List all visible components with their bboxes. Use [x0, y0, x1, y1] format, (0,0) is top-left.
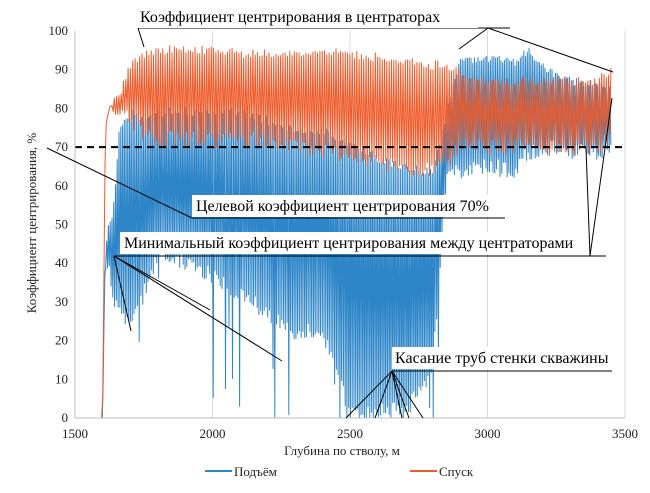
x-tick-label: 2000 [200, 426, 226, 441]
annotation-touch-leader [391, 370, 424, 419]
annotation-target: Целевой коэффициент центрирования 70% [196, 198, 489, 215]
annotation-target-bg [192, 195, 502, 217]
x-tick-label: 1500 [62, 426, 88, 441]
x-tick-label: 3000 [475, 426, 501, 441]
series-line-spusk [75, 45, 612, 419]
annotation-min-between-leader [585, 147, 591, 257]
axis-layer: 0 10 20 30 40 50 60 70 80 90 100 1500 2000 2500 3000 35… [49, 23, 639, 441]
annotation-centralizers-leader [137, 27, 145, 48]
legend-label-spusk: Спуск [439, 464, 474, 479]
annotation-min-between-leader [113, 255, 132, 332]
annotation-min-between-leader [589, 97, 613, 257]
legend: Подъём Спуск [205, 464, 474, 479]
annotation-min-between: Минимальный коэффициент центрирования ме… [124, 235, 574, 252]
annotation-touch-bg [392, 347, 617, 369]
y-tick-label: 50 [55, 217, 68, 232]
y-tick-label: 60 [55, 178, 68, 193]
annotation-min-between-leader [113, 255, 283, 362]
annotation-touch-leader [345, 370, 393, 419]
y-tick-label: 90 [55, 62, 68, 77]
annotation-touch-leader [391, 370, 410, 419]
y-tick-label: 40 [55, 255, 68, 270]
y-tick-label: 70 [55, 139, 68, 154]
annotation-centralizers-leader [487, 27, 614, 73]
x-tick-label: 3500 [612, 426, 638, 441]
y-axis-label: Коэффициент центрирования, % [24, 133, 39, 314]
annotation-touch-leader [391, 370, 403, 419]
annotation-min-between-leader [113, 255, 211, 311]
x-axis-label: Глубина по стволу, м [284, 443, 400, 458]
legend-label-podyom: Подъём [234, 464, 277, 479]
y-tick-label: 100 [49, 23, 69, 38]
annotation-target-leader [46, 147, 193, 219]
annotation-centralizers-bg [138, 6, 478, 28]
annotation-centralizers-leader [458, 27, 489, 50]
annotation-min-between-bg [120, 232, 585, 254]
annotation-touch-leader [374, 370, 393, 419]
y-tick-label: 0 [62, 410, 69, 425]
y-tick-label: 10 [55, 371, 68, 386]
y-tick-label: 80 [55, 100, 68, 115]
series-layer [75, 45, 612, 419]
annotation-layer: Коэффициент центрирования в центраторах Ц… [46, 6, 617, 419]
annotation-centralizers: Коэффициент центрирования в центраторах [140, 9, 440, 26]
x-tick-label: 2500 [337, 426, 363, 441]
annotation-touch: Касание труб стенки скважины [395, 350, 609, 367]
y-tick-label: 30 [55, 294, 68, 309]
y-tick-label: 20 [55, 333, 68, 348]
